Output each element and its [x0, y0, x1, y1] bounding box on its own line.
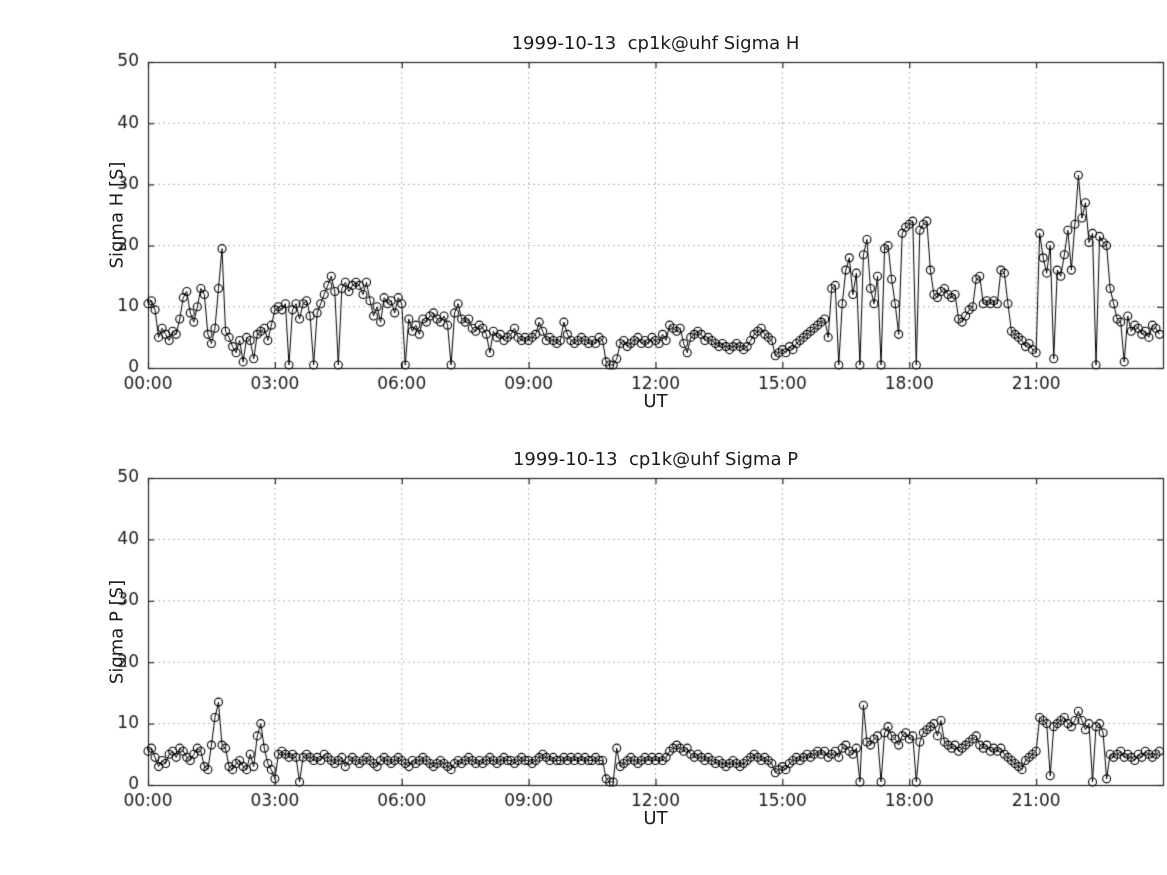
- sigma-p-chart-title: 1999-10-13 cp1k@uhf Sigma P: [512, 449, 799, 470]
- sigma-p-y-axis-label: Sigma P [S]: [106, 579, 128, 685]
- sigma-p-x-axis-label: UT: [643, 808, 668, 829]
- sigma-h-chart-title: 1999-10-13 cp1k@uhf Sigma H: [511, 33, 800, 54]
- sigma-h-x-axis-label: UT: [643, 391, 668, 412]
- sigma-h-y-axis-label: Sigma H [S]: [106, 161, 128, 269]
